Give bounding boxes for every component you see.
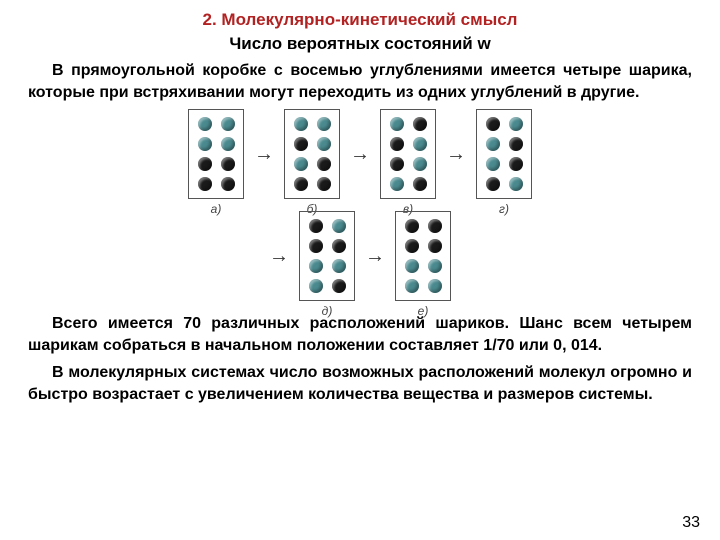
black-ball bbox=[428, 239, 442, 253]
black-ball bbox=[198, 177, 212, 191]
black-ball bbox=[509, 157, 523, 171]
teal-ball bbox=[509, 177, 523, 191]
black-ball bbox=[413, 117, 427, 131]
black-ball bbox=[317, 157, 331, 171]
black-ball bbox=[309, 239, 323, 253]
teal-ball bbox=[509, 117, 523, 131]
black-ball bbox=[317, 177, 331, 191]
diagram-row-2: → д) → е) bbox=[28, 211, 692, 301]
state-box: б) bbox=[284, 109, 340, 199]
diagram-row-1: а) → б) → в) → г) bbox=[28, 109, 692, 199]
teal-ball bbox=[317, 137, 331, 151]
teal-ball bbox=[405, 279, 419, 293]
black-ball bbox=[294, 177, 308, 191]
arrow-icon: → bbox=[365, 245, 385, 268]
arrow-icon: → bbox=[269, 245, 289, 268]
page-number: 33 bbox=[682, 514, 700, 532]
black-ball bbox=[390, 137, 404, 151]
black-ball bbox=[294, 137, 308, 151]
teal-ball bbox=[294, 117, 308, 131]
paragraph-1: В прямоугольной коробке с восемью углубл… bbox=[28, 60, 692, 103]
black-ball bbox=[221, 177, 235, 191]
teal-ball bbox=[486, 157, 500, 171]
arrow-icon: → bbox=[446, 143, 466, 166]
arrow-icon: → bbox=[254, 143, 274, 166]
teal-ball bbox=[332, 219, 346, 233]
teal-ball bbox=[390, 117, 404, 131]
state-box: в) bbox=[380, 109, 436, 199]
teal-ball bbox=[221, 137, 235, 151]
black-ball bbox=[405, 239, 419, 253]
state-box: е) bbox=[395, 211, 451, 301]
black-ball bbox=[309, 219, 323, 233]
black-ball bbox=[509, 137, 523, 151]
black-ball bbox=[428, 219, 442, 233]
teal-ball bbox=[198, 137, 212, 151]
teal-ball bbox=[309, 279, 323, 293]
section-title: 2. Молекулярно-кинетический смысл bbox=[28, 10, 692, 30]
teal-ball bbox=[198, 117, 212, 131]
section-subtitle: Число вероятных состояний w bbox=[28, 34, 692, 54]
black-ball bbox=[486, 117, 500, 131]
box-label: г) bbox=[499, 202, 509, 216]
black-ball bbox=[332, 239, 346, 253]
black-ball bbox=[221, 157, 235, 171]
teal-ball bbox=[317, 117, 331, 131]
teal-ball bbox=[405, 259, 419, 273]
teal-ball bbox=[309, 259, 323, 273]
paragraph-3: В молекулярных системах число возможных … bbox=[28, 362, 692, 405]
black-ball bbox=[405, 219, 419, 233]
teal-ball bbox=[294, 157, 308, 171]
paragraph-2: Всего имеется 70 различных расположений … bbox=[28, 313, 692, 356]
box-label: е) bbox=[418, 304, 429, 318]
teal-ball bbox=[332, 259, 346, 273]
teal-ball bbox=[428, 259, 442, 273]
black-ball bbox=[486, 177, 500, 191]
state-box: а) bbox=[188, 109, 244, 199]
state-box: д) bbox=[299, 211, 355, 301]
black-ball bbox=[332, 279, 346, 293]
box-label: а) bbox=[211, 202, 222, 216]
diagram: а) → б) → в) → г) → д) → е) bbox=[28, 109, 692, 301]
teal-ball bbox=[486, 137, 500, 151]
teal-ball bbox=[428, 279, 442, 293]
arrow-icon: → bbox=[350, 143, 370, 166]
black-ball bbox=[198, 157, 212, 171]
state-box: г) bbox=[476, 109, 532, 199]
teal-ball bbox=[221, 117, 235, 131]
box-label: д) bbox=[322, 304, 333, 318]
teal-ball bbox=[413, 157, 427, 171]
black-ball bbox=[413, 177, 427, 191]
teal-ball bbox=[390, 177, 404, 191]
teal-ball bbox=[413, 137, 427, 151]
black-ball bbox=[390, 157, 404, 171]
